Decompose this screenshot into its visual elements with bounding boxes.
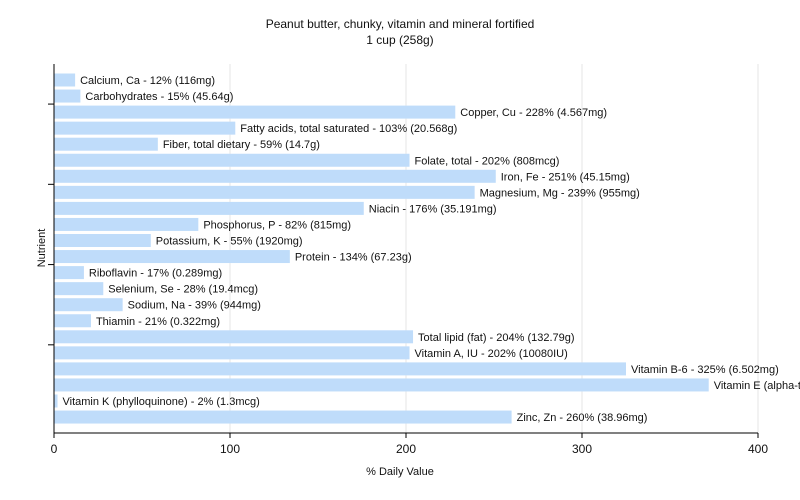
bar-label: Magnesium, Mg - 239% (955mg) — [480, 187, 640, 199]
bar — [54, 378, 709, 392]
bar — [54, 234, 151, 247]
bar-label: Folate, total - 202% (808mcg) — [415, 155, 560, 167]
bar — [54, 330, 414, 344]
bar-label: Vitamin K (phylloquinone) - 2% (1.3mcg) — [63, 396, 260, 408]
x-tick-label: 0 — [51, 442, 58, 456]
bar-label: Sodium, Na - 39% (944mg) — [128, 300, 261, 312]
bar — [54, 394, 58, 408]
x-tick-label: 300 — [572, 442, 592, 456]
bar — [54, 410, 512, 424]
bar-label: Niacin - 176% (35.191mg) — [369, 203, 497, 215]
bar — [54, 137, 158, 151]
bar-label: Selenium, Se - 28% (19.4mcg) — [108, 284, 258, 296]
bar-label: Fiber, total dietary - 59% (14.7g) — [163, 139, 320, 151]
x-tick-label: 100 — [220, 442, 240, 456]
bar — [54, 250, 290, 264]
bar-label: Phosphorus, P - 82% (815mg) — [203, 219, 351, 231]
bar-label: Potassium, K - 55% (1920mg) — [156, 236, 303, 248]
bar-label: Riboflavin - 17% (0.289mg) — [89, 268, 222, 280]
bar — [54, 153, 410, 167]
bar — [54, 298, 123, 312]
x-tick-label: 200 — [396, 442, 416, 456]
bar-label: Copper, Cu - 228% (4.567mg) — [460, 107, 607, 119]
bar-label: Vitamin E (alpha-tocopherol) - 372% (111… — [714, 380, 800, 392]
bar — [54, 201, 364, 215]
bar-label: Iron, Fe - 251% (45.15mg) — [501, 171, 630, 183]
bar-label: Protein - 134% (67.23g) — [295, 252, 412, 264]
bar — [54, 89, 81, 103]
bar-label: Vitamin B-6 - 325% (6.502mg) — [631, 364, 779, 376]
bar — [54, 346, 410, 360]
bar-label: Calcium, Ca - 12% (116mg) — [80, 75, 215, 87]
bar — [54, 169, 496, 183]
bar — [54, 314, 91, 328]
bar-label: Fatty acids, total saturated - 103% (20.… — [240, 123, 457, 135]
bar — [54, 362, 626, 376]
bar — [54, 73, 76, 87]
y-axis-label: Nutrient — [36, 228, 48, 268]
bar — [54, 217, 199, 231]
x-tick-label: 400 — [748, 442, 768, 456]
bar-label: Carbohydrates - 15% (45.64g) — [85, 91, 233, 103]
bar — [54, 105, 456, 119]
bar-label: Zinc, Zn - 260% (38.96mg) — [517, 412, 648, 424]
bar — [54, 282, 104, 296]
x-axis-label: % Daily Value — [366, 466, 434, 478]
bar — [54, 185, 475, 199]
bar-label: Vitamin A, IU - 202% (10080IU) — [415, 348, 568, 360]
bar — [54, 266, 84, 280]
chart-subtitle: 1 cup (258g) — [366, 33, 434, 47]
bar — [54, 121, 236, 135]
bar-label: Total lipid (fat) - 204% (132.79g) — [418, 332, 575, 344]
bar-label: Thiamin - 21% (0.322mg) — [96, 316, 220, 328]
chart-title: Peanut butter, chunky, vitamin and miner… — [265, 17, 535, 31]
